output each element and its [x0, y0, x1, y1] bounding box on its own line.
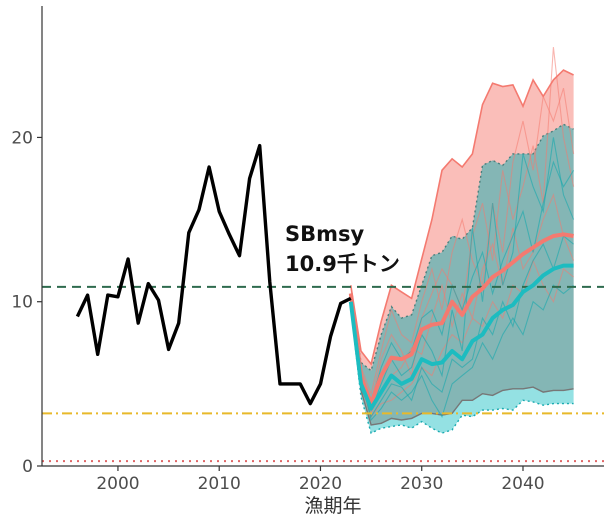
sbmsy-annotation-line1: SBmsy [285, 222, 365, 246]
x-tick-label-2040: 2040 [501, 474, 544, 494]
x-tick-label-2020: 2020 [299, 474, 342, 494]
x-tick-label-2030: 2030 [400, 474, 443, 494]
x-tick-label-2000: 2000 [96, 474, 139, 494]
median-scenario-a [348, 232, 574, 406]
y-tick-label-10: 10 [11, 293, 33, 313]
sample-path-a-3 [350, 258, 574, 418]
sample-path-b-2 [350, 160, 575, 405]
observed-series [75, 143, 352, 406]
tick-labels: 2000 2010 2020 2030 2040 0 10 20 [11, 128, 544, 494]
axes [37, 6, 604, 471]
x-tick-label-2010: 2010 [198, 474, 241, 494]
band-scenario-b-upper [350, 123, 574, 372]
x-axis-title: 漁期年 [304, 495, 361, 517]
y-tick-label-20: 20 [11, 128, 33, 148]
y-tick-label-0: 0 [22, 457, 33, 477]
band-scenario-a-upper [350, 69, 574, 366]
median-lines [75, 143, 574, 411]
sample-path-b-1 [350, 284, 574, 422]
band-scenario-a-lower-outline [350, 301, 574, 426]
reference-lines [42, 285, 604, 463]
sbmsy-annotation-line2: 10.9千トン [285, 252, 400, 276]
sample-path-b-3 [350, 235, 574, 419]
sample-path-a-2 [350, 87, 575, 396]
median-scenario-b [348, 263, 574, 411]
